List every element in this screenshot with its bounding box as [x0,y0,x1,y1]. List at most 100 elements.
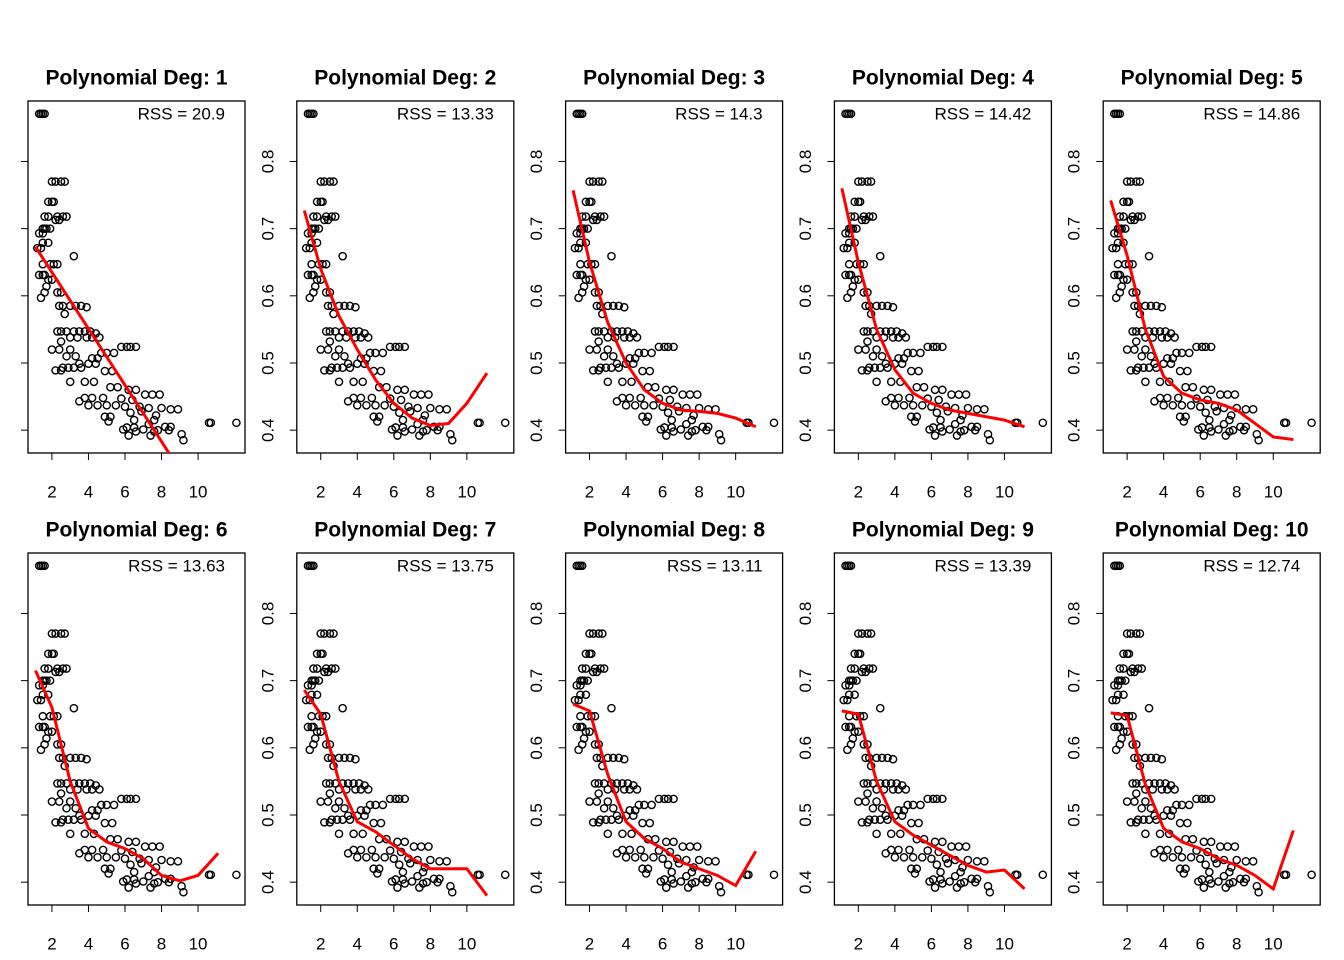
data-point [925,425,934,434]
data-point [43,664,53,673]
data-point [1248,857,1258,866]
data-point [1150,779,1159,788]
data-point [380,401,389,410]
x-tick-label: 10 [726,934,745,953]
data-point [881,779,891,788]
data-point [54,667,64,677]
data-point [1119,690,1128,700]
x-tick-label: 6 [658,482,667,501]
data-point [329,177,338,186]
data-point [1111,695,1121,705]
x-tick-label: 10 [1264,482,1283,501]
data-point [1155,327,1165,336]
data-point [312,649,322,659]
data-point [369,818,378,828]
data-point [1199,385,1209,395]
data-point [232,870,241,880]
data-point [1206,342,1216,352]
data-point [585,797,594,806]
x-tick-label: 4 [1159,934,1168,953]
data-point [1197,342,1207,352]
data-point [34,270,44,280]
data-point [592,215,602,225]
data-point [120,402,130,411]
data-point [1152,301,1161,311]
data-point [839,695,849,705]
data-point [1201,408,1210,417]
data-point [850,690,859,700]
rss-annotation: RSS = 20.9 [138,104,225,123]
data-point [309,109,318,119]
data-point [1239,877,1249,887]
data-point [1219,871,1229,881]
data-point [76,301,86,311]
data-point [363,785,373,794]
data-point [1130,797,1139,806]
data-point [51,177,60,186]
data-point [881,848,891,858]
data-point [1212,407,1221,416]
data-point [1131,779,1141,788]
data-point [585,275,594,284]
data-point [612,811,622,820]
fit-line [1109,199,1294,442]
data-point [62,212,71,221]
data-point [861,215,870,225]
data-point [334,333,344,342]
data-point [126,860,135,869]
data-point [1206,794,1216,804]
data-point [138,877,148,886]
data-point [1117,734,1126,743]
data-point [43,212,53,221]
data-point [1215,842,1225,851]
x-tick-label: 4 [84,482,93,501]
data-point [93,401,102,410]
data-point [1221,883,1231,892]
data-point [594,366,603,375]
data-point [890,401,900,410]
data-point [863,629,872,638]
data-point [131,794,141,804]
data-point [71,753,80,763]
data-point [343,359,353,368]
data-point [1195,402,1205,411]
data-point [683,431,693,440]
data-point [952,431,962,440]
data-point [1205,415,1214,425]
data-point [373,869,382,878]
x-tick-label: 10 [189,482,208,501]
data-point [629,359,638,368]
data-point [76,753,86,763]
data-point [863,177,872,186]
data-point [54,753,64,763]
data-point [1155,377,1165,387]
fit-line [841,709,1026,890]
data-point [608,803,618,813]
data-point [36,695,46,705]
data-point [985,887,995,897]
data-point [40,109,49,119]
fit-line [840,188,1026,429]
data-point [1183,366,1192,376]
data-point [325,779,335,788]
data-point [166,857,175,866]
data-point [371,853,380,862]
panel: Polynomial Deg: 5 2 4 6 8 10 0.4 0.5 0.6 0.7 0.8 RS… [1065,67,1321,501]
data-point [1168,401,1178,410]
data-point [51,366,60,375]
data-point [1188,382,1198,392]
data-point [157,855,166,865]
panel-title: Polynomial Deg: 10 [1115,519,1309,542]
data-point [863,789,872,798]
data-point [1137,803,1147,813]
data-point [85,779,95,788]
data-point [612,359,622,368]
data-point [43,197,53,207]
data-point [351,754,360,764]
data-point [38,229,48,238]
data-point [581,690,591,700]
data-point [667,423,677,432]
x-tick-label: 8 [426,482,435,501]
data-point [594,177,603,186]
